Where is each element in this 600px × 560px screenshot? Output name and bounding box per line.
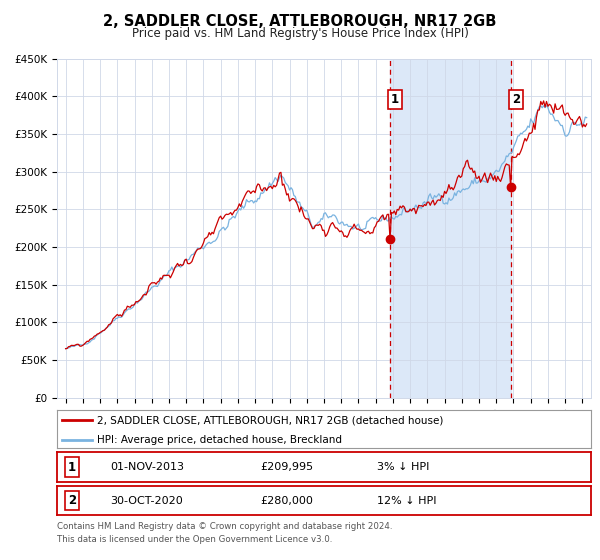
Text: Contains HM Land Registry data © Crown copyright and database right 2024.: Contains HM Land Registry data © Crown c… [57, 522, 392, 531]
Text: 1: 1 [391, 93, 399, 106]
Text: 2, SADDLER CLOSE, ATTLEBOROUGH, NR17 2GB (detached house): 2, SADDLER CLOSE, ATTLEBOROUGH, NR17 2GB… [97, 415, 443, 425]
Text: 1: 1 [68, 460, 76, 474]
Text: 2: 2 [512, 93, 520, 106]
Text: This data is licensed under the Open Government Licence v3.0.: This data is licensed under the Open Gov… [57, 535, 332, 544]
Text: HPI: Average price, detached house, Breckland: HPI: Average price, detached house, Brec… [97, 435, 342, 445]
Text: 2: 2 [68, 494, 76, 507]
Text: 3% ↓ HPI: 3% ↓ HPI [377, 462, 430, 472]
Text: £280,000: £280,000 [260, 496, 313, 506]
Bar [390, 59, 511, 398]
Text: 12% ↓ HPI: 12% ↓ HPI [377, 496, 437, 506]
Text: 30-OCT-2020: 30-OCT-2020 [110, 496, 183, 506]
Text: Price paid vs. HM Land Registry's House Price Index (HPI): Price paid vs. HM Land Registry's House … [131, 27, 469, 40]
Text: 2, SADDLER CLOSE, ATTLEBOROUGH, NR17 2GB: 2, SADDLER CLOSE, ATTLEBOROUGH, NR17 2GB [103, 14, 497, 29]
Text: £209,995: £209,995 [260, 462, 313, 472]
Text: 01-NOV-2013: 01-NOV-2013 [110, 462, 184, 472]
